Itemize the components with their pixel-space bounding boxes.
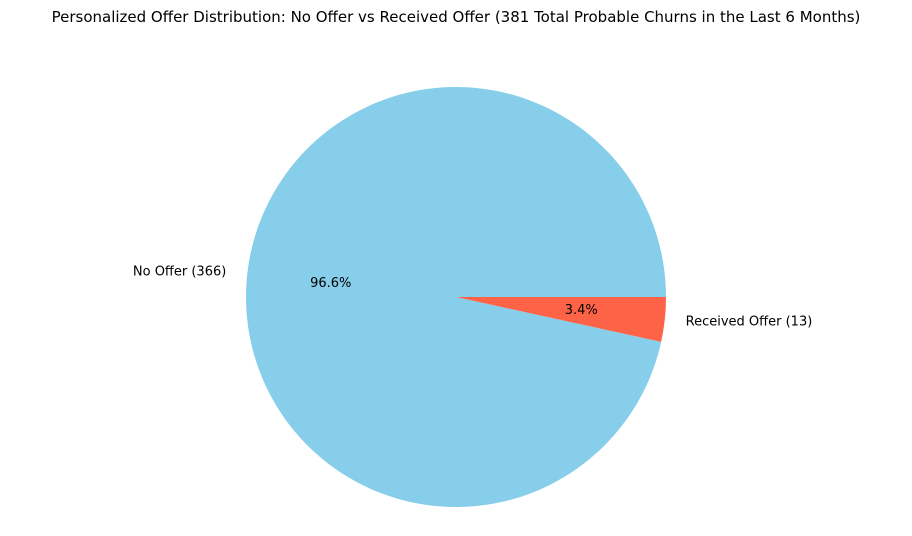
slice-label-received-offer: Received Offer (13)	[686, 314, 813, 329]
pie-slice-no-offer	[246, 87, 666, 508]
pie-slice-received-offer	[456, 297, 666, 342]
chart-title: Personalized Offer Distribution: No Offe…	[52, 8, 861, 26]
slice-percent-received-offer: 3.4%	[565, 303, 598, 318]
pie-labels: No Offer (366) 96.6% Received Offer (13) 3.…	[133, 265, 812, 330]
pie-slices	[246, 87, 666, 508]
slice-percent-no-offer: 96.6%	[310, 276, 351, 291]
slice-label-no-offer: No Offer (366)	[133, 265, 226, 280]
